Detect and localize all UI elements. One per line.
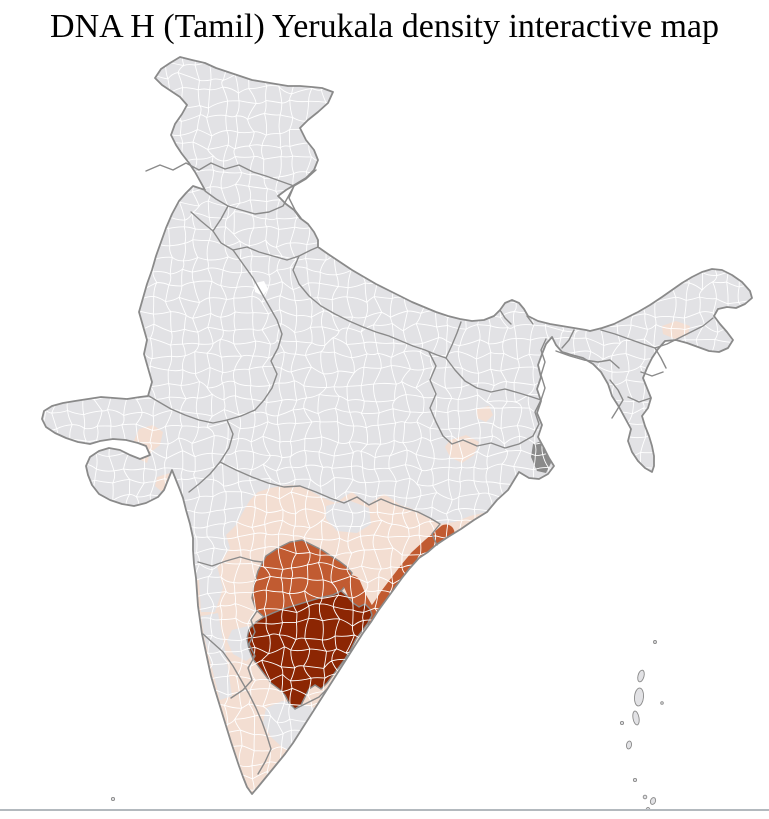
- page-title: DNA H (Tamil) Yerukala density interacti…: [50, 8, 719, 45]
- andaman-nicobar-islands[interactable]: [111, 641, 663, 813]
- region-jharkhand-district-a[interactable]: [445, 435, 479, 463]
- region-north-telangana-nodata[interactable]: [326, 500, 371, 533]
- bottom-divider: [0, 809, 769, 819]
- lakshadweep-island: [111, 797, 114, 800]
- region-assam-districts[interactable]: [662, 321, 690, 339]
- state-borders: [146, 163, 713, 774]
- region-jharkhand-district-b[interactable]: [477, 406, 493, 422]
- region-kanara-coast-nodata[interactable]: [201, 613, 232, 700]
